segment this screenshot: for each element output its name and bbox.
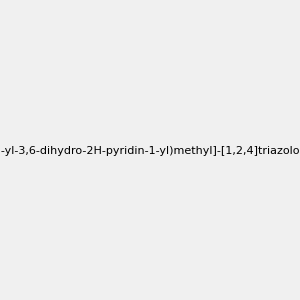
Text: 4-ethyl-1-[(5-pyridin-3-yl-3,6-dihydro-2H-pyridin-1-yl)methyl]-[1,2,4]triazolo[4: 4-ethyl-1-[(5-pyridin-3-yl-3,6-dihydro-2… xyxy=(0,146,300,157)
